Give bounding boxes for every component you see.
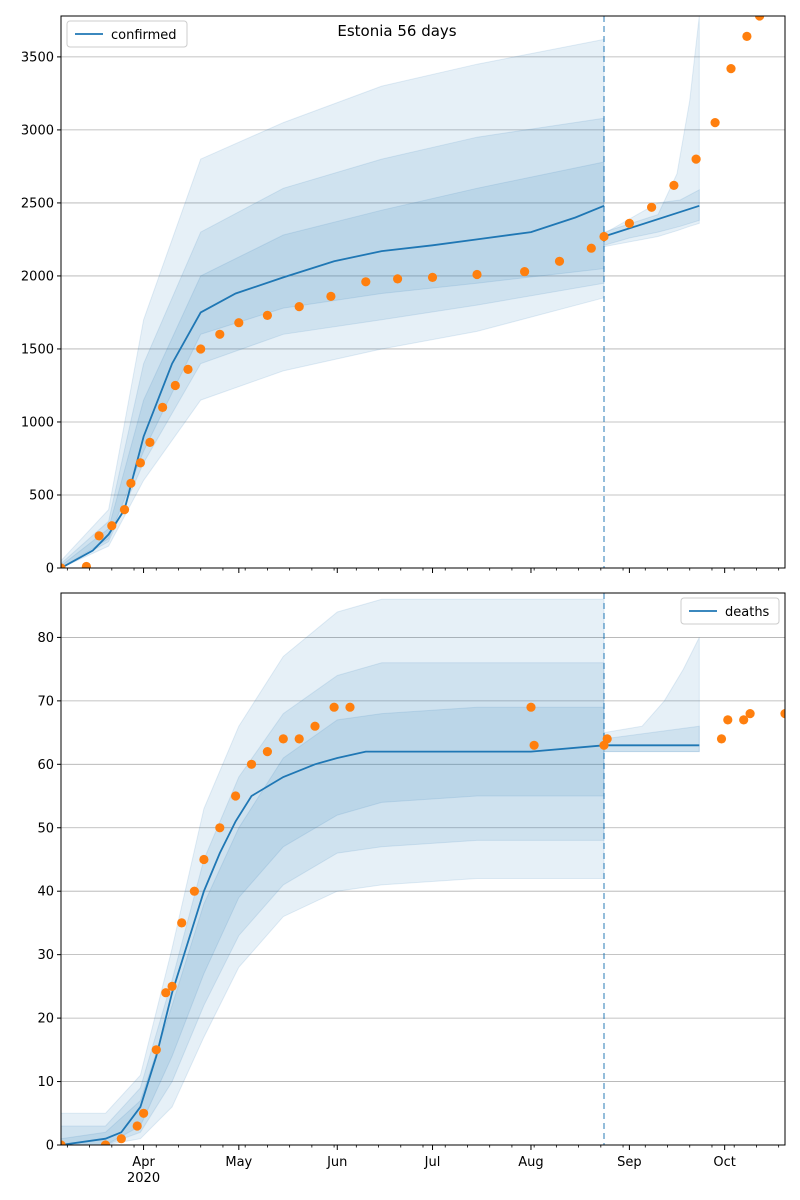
observed-point	[177, 918, 186, 927]
observed-point	[393, 274, 402, 283]
observed-point	[530, 741, 539, 750]
observed-point	[145, 438, 154, 447]
y-tick-label: 2500	[21, 196, 54, 211]
observed-point	[555, 257, 564, 266]
x-tick-label-line: Jul	[424, 1155, 441, 1170]
x-tick-label: Sep	[617, 1155, 642, 1170]
observed-point	[234, 318, 243, 327]
observed-point	[263, 747, 272, 756]
observed-point	[472, 270, 481, 279]
y-tick-label: 0	[46, 1139, 54, 1154]
observed-point	[107, 521, 116, 530]
observed-point	[587, 244, 596, 253]
legend-label: deaths	[725, 605, 770, 620]
x-tick-label: Oct	[713, 1155, 735, 1170]
observed-point	[215, 330, 224, 339]
observed-point	[746, 709, 755, 718]
y-tick-label: 2000	[21, 269, 54, 284]
observed-point	[526, 703, 535, 712]
x-tick-label-line: May	[225, 1155, 252, 1170]
x-tick-label: Aug	[518, 1155, 543, 1170]
observed-point	[171, 381, 180, 390]
plot-area	[56, 593, 789, 1150]
observed-point	[190, 887, 199, 896]
observed-point	[295, 302, 304, 311]
y-tick-label: 10	[37, 1075, 54, 1090]
x-tick-label-line: 2020	[127, 1171, 160, 1186]
observed-point	[168, 982, 177, 991]
plot-area	[56, 11, 764, 572]
observed-point	[158, 403, 167, 412]
observed-point	[120, 505, 129, 514]
y-tick-label: 0	[46, 562, 54, 577]
observed-point	[330, 703, 339, 712]
y-tick-label: 500	[29, 488, 54, 503]
observed-point	[625, 219, 634, 228]
x-tick-label-line: Jun	[326, 1155, 347, 1170]
observed-point	[599, 232, 608, 241]
x-tick-label-line: Aug	[518, 1155, 543, 1170]
y-tick-label: 3500	[21, 50, 54, 65]
x-tick-label-line: Oct	[713, 1155, 735, 1170]
observed-point	[520, 267, 529, 276]
y-tick-label: 20	[37, 1012, 54, 1027]
y-tick-label: 1500	[21, 342, 54, 357]
observed-point	[263, 311, 272, 320]
observed-point	[717, 734, 726, 743]
chart-title: Estonia 56 days	[337, 22, 456, 40]
observed-point	[310, 722, 319, 731]
y-tick-label: 3000	[21, 123, 54, 138]
observed-point	[326, 292, 335, 301]
y-tick-label: 40	[37, 885, 54, 900]
observed-point	[199, 855, 208, 864]
observed-point	[279, 734, 288, 743]
observed-point	[95, 531, 104, 540]
x-tick-label: May	[225, 1155, 252, 1170]
observed-point	[723, 715, 732, 724]
observed-point	[647, 203, 656, 212]
y-tick-label: 70	[37, 694, 54, 709]
observed-point	[152, 1045, 161, 1054]
observed-point	[669, 181, 678, 190]
observed-point	[231, 791, 240, 800]
x-tick-label-line: Sep	[617, 1155, 642, 1170]
observed-point	[126, 479, 135, 488]
deaths-panel: 0 10 20 30 40 50 60 70 80 Apr2020 May Jun Jul Aug Sep O…	[37, 593, 789, 1186]
observed-point	[295, 734, 304, 743]
confirmed-panel: 0 500 1000 1500 2000 2500 3000 3500 Estonia 56 d…	[21, 11, 785, 576]
x-tick-label: Apr2020	[127, 1155, 160, 1186]
observed-point	[692, 155, 701, 164]
observed-point	[361, 277, 370, 286]
observed-point	[711, 118, 720, 127]
y-tick-label: 1000	[21, 415, 54, 430]
observed-point	[247, 760, 256, 769]
observed-point	[117, 1134, 126, 1143]
y-tick-label: 80	[37, 631, 54, 646]
observed-point	[215, 823, 224, 832]
x-tick-label: Jun	[326, 1155, 347, 1170]
legend: deaths	[681, 598, 779, 624]
observed-point	[196, 344, 205, 353]
observed-point	[726, 64, 735, 73]
y-tick-label: 60	[37, 758, 54, 773]
observed-point	[742, 32, 751, 41]
observed-point	[183, 365, 192, 374]
y-tick-label: 50	[37, 821, 54, 836]
observed-point	[136, 458, 145, 467]
y-tick-label: 30	[37, 948, 54, 963]
observed-point	[345, 703, 354, 712]
observed-point	[428, 273, 437, 282]
x-tick-label-line: Apr	[132, 1155, 155, 1170]
legend-label: confirmed	[111, 28, 177, 43]
x-tick-label: Jul	[424, 1155, 441, 1170]
observed-point	[133, 1121, 142, 1130]
observed-point	[603, 734, 612, 743]
legend: confirmed	[67, 21, 187, 47]
observed-point	[139, 1109, 148, 1118]
